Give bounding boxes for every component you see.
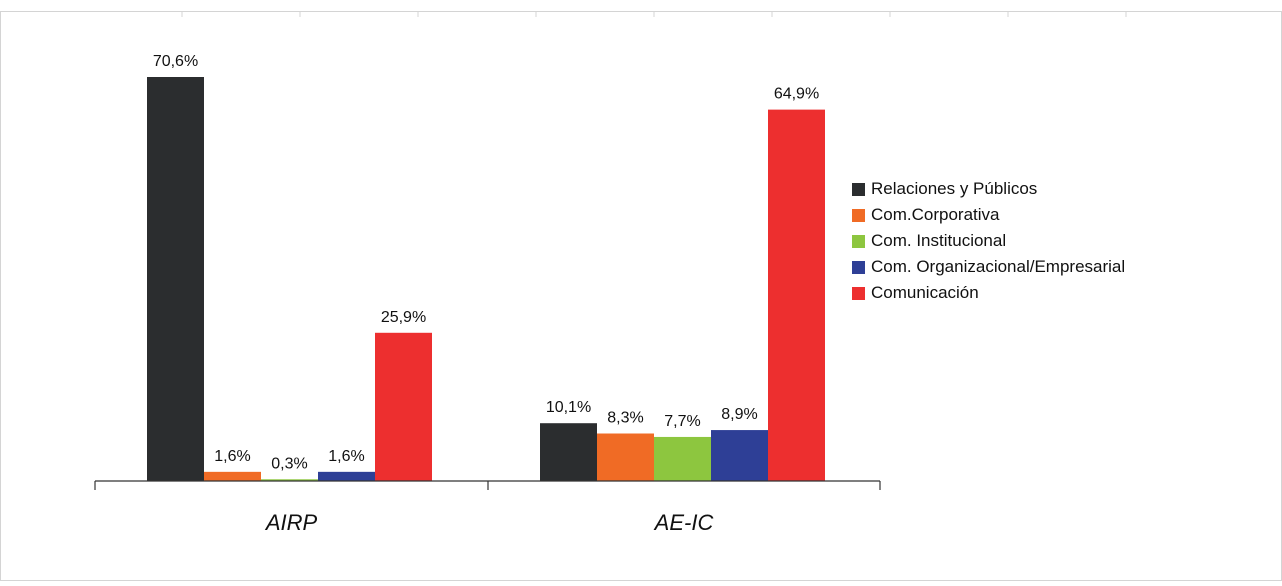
data-label-airp-series-2: 1,6%	[214, 448, 250, 465]
legend-item-5: Comunicación	[852, 280, 1125, 306]
bar-airp-series-1	[147, 77, 204, 481]
data-label-ae-ic-series-1: 10,1%	[546, 399, 591, 416]
data-label-ae-ic-series-2: 8,3%	[607, 410, 643, 427]
legend-item-2: Com.Corporativa	[852, 202, 1125, 228]
legend-item-1: Relaciones y Públicos	[852, 176, 1125, 202]
bars	[147, 77, 825, 482]
bar-airp-series-3	[261, 479, 318, 481]
legend-item-3: Com. Institucional	[852, 228, 1125, 254]
legend-label-1: Relaciones y Públicos	[871, 179, 1038, 198]
bar-airp-series-4	[318, 471, 375, 481]
data-label-airp-series-4: 1,6%	[328, 448, 364, 465]
legend-swatch-4	[852, 260, 865, 274]
x-tick-label-airp: AIRP	[264, 510, 318, 535]
legend-label-2: Com.Corporativa	[871, 205, 1000, 224]
bar-ae-ic-series-3	[654, 436, 711, 481]
bar-airp-series-2	[204, 471, 261, 481]
bar-ae-ic-series-4	[711, 430, 768, 481]
x-axis: AIRP AE-IC	[94, 480, 881, 535]
data-label-ae-ic-series-3: 7,7%	[664, 413, 700, 430]
legend-label-5: Comunicación	[871, 283, 979, 302]
bar-ae-ic-series-1	[540, 423, 597, 481]
bar-airp-series-5	[375, 332, 432, 481]
legend-label-3: Com. Institucional	[871, 231, 1007, 250]
data-label-airp-series-3: 0,3%	[271, 455, 307, 472]
legend-swatch-2	[852, 208, 865, 222]
data-label-ae-ic-series-4: 8,9%	[721, 406, 757, 423]
bar-ae-ic-series-2	[597, 433, 654, 481]
x-tick-label-ae-ic: AE-IC	[653, 510, 714, 535]
legend-swatch-5	[852, 286, 865, 300]
data-label-airp-series-5: 25,9%	[381, 309, 426, 326]
legend-item-4: Com. Organizacional/Empresarial	[852, 254, 1125, 280]
data-label-airp-series-1: 70,6%	[153, 53, 198, 70]
legend-swatch-3	[852, 234, 865, 248]
legend: Relaciones y Públicos Com.Corporativa Com.…	[852, 176, 1125, 306]
data-labels: 70,6% 1,6% 0,3% 1,6% 25,9% 10,1% 8,3% 7,7% 8,9% 6…	[153, 53, 819, 472]
data-label-ae-ic-series-5: 64,9%	[774, 86, 819, 103]
legend-label-4: Com. Organizacional/Empresarial	[871, 257, 1126, 276]
bar-ae-ic-series-5	[768, 109, 825, 482]
frame-tick-marks	[181, 11, 1127, 17]
legend-swatch-1	[852, 182, 865, 196]
